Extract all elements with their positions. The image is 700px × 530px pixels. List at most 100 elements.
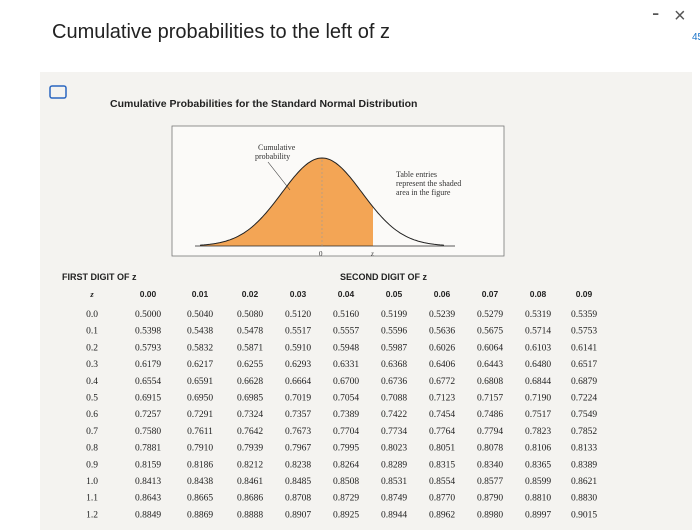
table-cell: 0.8729 [333, 494, 359, 504]
table-cell: 0.7764 [429, 427, 455, 437]
column-header: 0.07 [482, 289, 499, 299]
table-cell: 0.6879 [571, 377, 597, 387]
table-cell: 0.8621 [571, 477, 597, 487]
table-cell: 0.8810 [525, 494, 551, 504]
minimize-button[interactable]: - [652, 0, 659, 25]
table-cell: 0.7454 [429, 410, 455, 420]
table-cell: 0.5080 [237, 310, 263, 320]
photo-icon [49, 85, 67, 99]
table-cell: 0.5753 [571, 327, 597, 337]
column-header: 0.09 [576, 289, 593, 299]
table-cell: 0.6368 [381, 360, 407, 370]
table-cell: 0.5714 [525, 327, 551, 337]
table-cell: 0.8888 [237, 510, 263, 520]
table-cell: 0.7823 [525, 427, 551, 437]
table-cell: 0.6628 [237, 377, 263, 387]
table-cell: 0.5832 [187, 343, 213, 353]
first-digit-label: FIRST DIGIT OF z [62, 272, 137, 282]
axis-z: z [370, 250, 374, 258]
table-cell: 0.6064 [477, 343, 503, 353]
note: Table entries [396, 170, 437, 179]
table-cell: 0.7794 [477, 427, 503, 437]
row-header: 0.4 [86, 377, 98, 387]
table-cell: 0.6141 [571, 343, 597, 353]
table-cell: 0.6406 [429, 360, 455, 370]
table-cell: 0.8051 [429, 444, 455, 454]
table-cell: 0.8485 [285, 477, 311, 487]
table-cell: 0.6985 [237, 394, 263, 404]
table-cell: 0.7054 [333, 394, 359, 404]
z-table: z 0.00 0.01 0.02 0.03 0.04 0.05 0.06 0.07 0.08 0.0… [86, 289, 597, 520]
row-header: 0.0 [86, 310, 98, 320]
table-cell: 0.8599 [525, 477, 551, 487]
table-cell: 0.8686 [237, 494, 263, 504]
table-cell: 0.7967 [285, 444, 311, 454]
column-header: z [89, 289, 94, 299]
table-cell: 0.8869 [187, 510, 213, 520]
table-cell: 0.8925 [333, 510, 359, 520]
close-button[interactable]: × [674, 5, 686, 27]
table-cell: 0.5398 [135, 327, 161, 337]
table-cell: 0.5636 [429, 327, 455, 337]
table-cell: 0.6772 [429, 377, 455, 387]
table-cell: 0.5596 [381, 327, 407, 337]
table-cell: 0.7852 [571, 427, 597, 437]
table-cell: 0.7224 [571, 394, 597, 404]
table-cell: 0.8643 [135, 494, 161, 504]
table-cell: 0.8438 [187, 477, 213, 487]
table-cell: 0.8212 [237, 460, 263, 470]
column-header: 0.08 [530, 289, 547, 299]
column-header: 0.00 [140, 289, 157, 299]
table-cell: 0.7389 [333, 410, 359, 420]
shaded-area [200, 158, 373, 246]
table-cell: 0.9015 [571, 510, 597, 520]
table-cell: 0.7910 [187, 444, 213, 454]
table-cell: 0.6591 [187, 377, 213, 387]
note: represent the shaded [396, 179, 461, 188]
table-cell: 0.6443 [477, 360, 503, 370]
table-cell: 0.8106 [525, 444, 551, 454]
table-cell: 0.8186 [187, 460, 213, 470]
window-title: Cumulative probabilities to the left of … [52, 21, 390, 43]
table-cell: 0.6554 [135, 377, 161, 387]
table-cell: 0.6179 [135, 360, 161, 370]
row-header: 1.2 [86, 510, 98, 520]
column-header: 0.05 [386, 289, 403, 299]
table-cell: 0.7486 [477, 410, 503, 420]
table-cell: 0.5040 [187, 310, 213, 320]
table-cell: 0.5319 [525, 310, 551, 320]
table-cell: 0.8264 [333, 460, 359, 470]
table-cell: 0.5987 [381, 343, 407, 353]
column-header: 0.01 [192, 289, 209, 299]
table-cell: 0.8997 [525, 510, 551, 520]
table-cell: 0.6217 [187, 360, 213, 370]
table-cell: 0.8289 [381, 460, 407, 470]
table-cell: 0.5793 [135, 343, 161, 353]
table-cell: 0.7549 [571, 410, 597, 420]
table-cell: 0.8508 [333, 477, 359, 487]
table-cell: 0.6293 [285, 360, 311, 370]
table-cell: 0.6736 [381, 377, 407, 387]
table-cell: 0.7517 [525, 410, 551, 420]
row-header: 0.9 [86, 460, 98, 470]
table-cell: 0.5239 [429, 310, 455, 320]
table-cell: 0.8023 [381, 444, 407, 454]
table-cell: 0.6844 [525, 377, 551, 387]
table-cell: 0.8133 [571, 444, 597, 454]
table-cell: 0.7324 [237, 410, 263, 420]
table-cell: 0.8944 [381, 510, 407, 520]
table-cell: 0.6700 [333, 377, 359, 387]
table-cell: 0.8531 [381, 477, 407, 487]
table-cell: 0.6808 [477, 377, 503, 387]
table-cell: 0.5557 [333, 327, 359, 337]
table-cell: 0.7995 [333, 444, 359, 454]
table-cell: 0.6517 [571, 360, 597, 370]
table-cell: 0.8830 [571, 494, 597, 504]
table-cell: 0.7611 [187, 427, 213, 437]
table-cell: 0.7257 [135, 410, 161, 420]
table-cell: 0.5675 [477, 327, 503, 337]
table-cell: 0.8389 [571, 460, 597, 470]
pointer-line [267, 161, 291, 191]
table-cell: 0.6950 [187, 394, 213, 404]
